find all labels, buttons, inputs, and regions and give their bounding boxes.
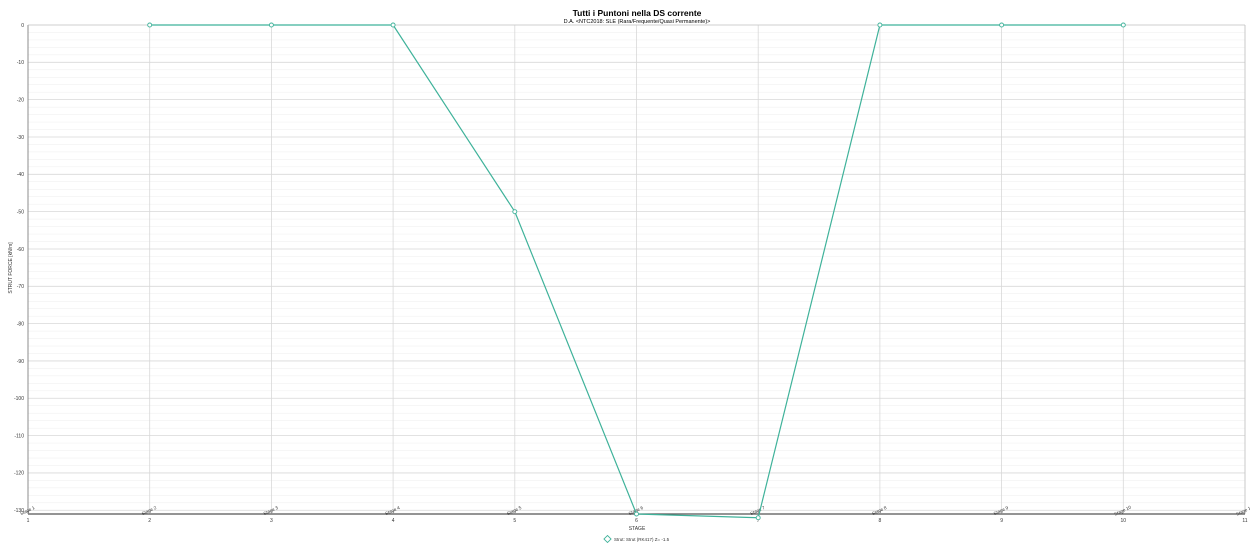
stage-label: Stage 6	[628, 505, 645, 516]
data-point	[755, 515, 761, 521]
y-tick-label: -60	[17, 247, 24, 253]
stage-label: Stage 9	[993, 505, 1010, 516]
y-tick-label: -30	[17, 135, 24, 141]
grid-lines	[27, 24, 1246, 514]
legend-label: Strut: Strut (RK417) Z= -1.5	[614, 537, 670, 542]
stage-label: Stage 5	[506, 505, 523, 516]
y-tick-label: -20	[17, 97, 24, 103]
legend: Strut: Strut (RK417) Z= -1.5	[603, 534, 670, 544]
x-tick-label: 1	[27, 518, 30, 524]
data-point	[390, 22, 396, 28]
y-tick-label: -40	[17, 172, 24, 178]
data-point	[268, 22, 274, 28]
stage-label: Stage 7	[749, 505, 766, 516]
data-point	[1120, 22, 1126, 28]
y-tick-label: -10	[17, 60, 24, 66]
y-tick-label: -90	[17, 359, 24, 365]
x-axis-ticks: 1 2 3 4 5 6 7 8 9 10 11	[27, 518, 1248, 524]
y-tick-label: 0	[21, 23, 24, 29]
x-tick-label: 10	[1121, 518, 1127, 524]
x-tick-label: 5	[513, 518, 516, 524]
stage-label: Stage 4	[384, 505, 401, 516]
x-tick-label: 2	[148, 518, 151, 524]
y-tick-label: -110	[14, 433, 24, 439]
x-tick-label: 3	[270, 518, 273, 524]
y-axis-ticks: 0 -10 -20 -30 -40 -50 -60 -70 -80 -90 -100 -110 -120…	[14, 23, 24, 514]
stage-labels: Stage 1 Stage 2 Stage 3 Stage 4 Stage 5 Stage…	[19, 504, 1250, 516]
x-tick-label: 11	[1242, 518, 1247, 524]
y-tick-label: -120	[14, 471, 24, 477]
stage-label: Stage 3	[263, 505, 280, 516]
stage-label: Stage 11	[1235, 504, 1250, 516]
x-tick-label: 9	[1000, 518, 1003, 524]
x-tick-label: 6	[635, 518, 638, 524]
x-tick-label: 8	[879, 518, 882, 524]
stage-label: Stage 2	[141, 505, 158, 516]
data-point	[634, 511, 639, 517]
series-group	[147, 22, 1126, 521]
y-tick-label: -50	[17, 209, 24, 215]
data-point	[999, 22, 1005, 28]
data-point	[877, 22, 883, 28]
chart-subtitle: D.A. <NTC2018: SLE (Rara/Frequente/Quasi…	[564, 19, 711, 25]
data-point	[512, 209, 518, 215]
legend-marker	[603, 534, 612, 544]
stage-label: Stage 1	[19, 505, 36, 516]
y-tick-label: -100	[14, 396, 24, 402]
stage-label: Stage 8	[871, 505, 888, 516]
x-tick-label: 7	[757, 518, 760, 524]
x-tick-label: 4	[392, 518, 395, 524]
y-tick-label: -70	[17, 284, 24, 290]
y-axis-label: STRUT FORCE [kN/m]	[8, 242, 14, 294]
x-axis-label: STAGE	[629, 526, 646, 532]
data-point	[147, 22, 153, 28]
y-tick-label: -130	[14, 508, 24, 514]
chart-title: Tutti i Puntoni nella DS corrente	[573, 8, 702, 18]
y-tick-label: -80	[17, 321, 24, 327]
